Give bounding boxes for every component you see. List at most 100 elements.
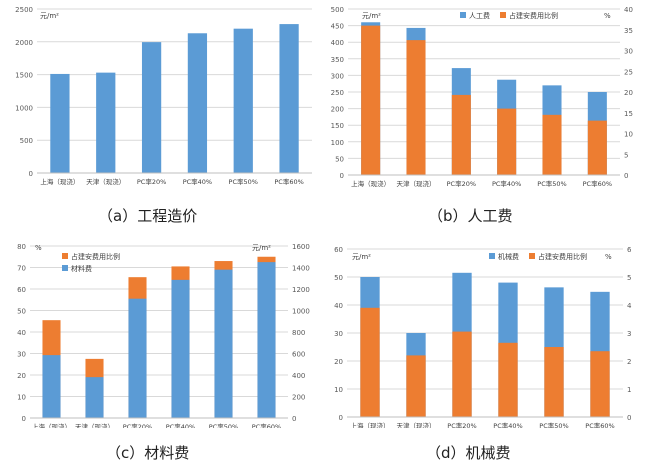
chart1-xtick: PC率40%	[492, 179, 521, 188]
chart1-xtick: PC率60%	[583, 179, 612, 188]
chart2-ytick-right: 200	[292, 394, 305, 402]
chart0-ylabel-left: 元/m²	[40, 12, 59, 20]
chart3-ytick-right: 4	[627, 302, 632, 310]
chart3-ytick-right: 5	[627, 274, 631, 282]
chart3-xtick: PC率40%	[493, 421, 522, 428]
chart-panel-a: 0 500 1000 1500 2000 2500 元/m² 上海（现浇） 天津（现浇） PC率2…	[0, 0, 322, 233]
chart0-bar	[187, 33, 208, 173]
chart1-legend-swatch	[460, 12, 466, 18]
chart2-xtick: PC率60%	[252, 422, 281, 428]
chart2-legend-label: 材料费	[71, 264, 92, 273]
chart1-ytick-left: 350	[331, 56, 344, 64]
chart3-ytick-left: 0	[339, 414, 343, 422]
chart3-ytick-right: 1	[627, 386, 631, 394]
chart0-xtick: PC率40%	[183, 177, 212, 186]
chart3-xtick: PC率50%	[539, 421, 568, 428]
chart3-xtick: 上海（现浇）	[351, 421, 390, 428]
chart3-xtick: PC率60%	[585, 421, 614, 428]
chart2-legend-swatch	[62, 253, 68, 259]
chart1-ytick-right: 25	[624, 68, 633, 76]
chart3-bar-ratio	[498, 342, 518, 417]
chart1-bar-ratio	[451, 94, 471, 175]
chart-panel-c: 0 10 20 30 40 50 60 70 80 0 200 400 600 800 1000 1200 14…	[0, 233, 322, 466]
chart2-ytick-left: 70	[17, 265, 26, 273]
chart1-ytick-left: 400	[331, 39, 344, 47]
chart1-xtick: PC率20%	[447, 179, 476, 188]
chart1-ylabel-left: 元/m²	[362, 12, 381, 20]
chart0-bar	[96, 72, 116, 173]
chart1-ytick-left: 50	[335, 155, 344, 163]
chart1-ytick-right: 0	[624, 172, 628, 180]
chart1-ytick-left: 100	[331, 139, 344, 147]
chart1-bar-ratio	[406, 40, 426, 175]
chart1-bar-ratio	[361, 25, 381, 175]
chart3-legend-swatch	[529, 253, 535, 259]
chart-c-svg: 0102030405060708002004006008001000120014…	[17, 243, 310, 428]
chart3-ytick-right: 3	[627, 330, 631, 338]
chart-panel-d: 0 10 20 30 40 50 60 0 1 2 3 4 5 6 元/m²% 上海（现浇） 天津（现浇） PC率…	[322, 233, 645, 466]
chart2-ytick-right: 800	[292, 329, 305, 337]
chart-a-caption: （a）工程造价	[98, 207, 198, 225]
chart2-ytick-left: 0	[22, 415, 26, 423]
chart3-bar-ratio	[360, 307, 380, 417]
chart3-ytick-left: 50	[334, 274, 343, 282]
chart2-ytick-left: 40	[17, 329, 26, 337]
chart0-bar	[141, 42, 162, 174]
chart2-bar-cost	[171, 279, 190, 418]
chart3-ytick-left: 20	[334, 358, 343, 366]
chart3-bar-ratio	[590, 351, 610, 417]
chart2-xtick: 上海（现浇）	[32, 422, 71, 428]
chart3-ytick-left: 10	[334, 386, 343, 394]
chart1-ytick-left: 300	[331, 72, 344, 80]
chart-panel-b: 0 50 100 150 200 250 300 350 400 450 500 0 5 10 15 20 25…	[322, 0, 645, 233]
chart1-ytick-left: 150	[331, 122, 344, 130]
chart1-ytick-left: 450	[331, 23, 344, 31]
chart-a-svg: 0 500 1000 1500 2000 2500 元/m² 上海（现浇） 天津（现浇） PC率2…	[15, 6, 312, 186]
chart1-xtick: PC率50%	[537, 179, 566, 188]
chart1-ylabel-right: %	[604, 12, 611, 20]
chart2-ytick-right: 600	[292, 351, 305, 359]
chart2-ytick-left: 20	[17, 372, 26, 380]
chart0-ytick-left: 1500	[15, 72, 33, 80]
chart1-bar-ratio	[497, 108, 517, 175]
chart2-ytick-left: 50	[17, 308, 26, 316]
chart1-legend-swatch	[500, 12, 506, 18]
chart2-ytick-right: 400	[292, 372, 305, 380]
chart2-ytick-right: 0	[292, 415, 296, 423]
chart-b-svg: 0 50 100 150 200 250 300 350 400 450 500 0 5 10 15 20 25…	[331, 6, 633, 188]
chart2-bar-cost	[257, 262, 276, 418]
chart0-bar	[50, 73, 70, 173]
chart2-bar-cost	[85, 377, 104, 418]
chart2-bar-cost	[214, 269, 233, 418]
chart0-xtick: PC率50%	[229, 177, 258, 186]
chart2-bar-cost	[42, 355, 61, 418]
chart2-ytick-right: 1200	[292, 286, 310, 294]
chart1-ytick-right: 10	[624, 131, 633, 139]
chart1-ytick-right: 5	[624, 151, 628, 159]
chart0-ytick-left: 500	[20, 137, 33, 145]
chart1-xtick: 天津（现浇）	[397, 179, 436, 188]
chart-c-caption: （c）材料费	[106, 444, 190, 462]
chart2-legend-label: 占建安费用比例	[71, 252, 120, 261]
chart3-bar-ratio	[544, 347, 564, 417]
chart3-legend-label: 机械费	[498, 252, 519, 261]
chart3-xtick: PC率20%	[447, 421, 476, 428]
chart1-ytick-left: 0	[340, 172, 344, 180]
chart1-legend-label: 占建安费用比例	[509, 11, 558, 20]
chart0-xtick: PC率60%	[274, 177, 303, 186]
chart3-xtick: 天津（现浇）	[397, 421, 436, 428]
chart3-bar-ratio	[406, 355, 426, 417]
chart0-ytick-left: 0	[29, 170, 33, 178]
chart0-bar	[279, 24, 299, 174]
chart3-bar-ratio	[452, 331, 472, 417]
chart2-ytick-left: 60	[17, 286, 26, 294]
chart0-ytick-left: 1000	[15, 104, 33, 112]
chart1-ytick-left: 200	[331, 106, 344, 114]
chart2-ytick-right: 1000	[292, 308, 310, 316]
chart1-xtick: 上海（现浇）	[351, 179, 390, 188]
chart0-bar	[233, 28, 253, 174]
chart2-ytick-left: 80	[17, 243, 26, 251]
chart2-bar-cost	[128, 298, 147, 418]
chart1-bar-ratio	[587, 120, 607, 175]
chart1-ytick-left: 250	[331, 89, 344, 97]
